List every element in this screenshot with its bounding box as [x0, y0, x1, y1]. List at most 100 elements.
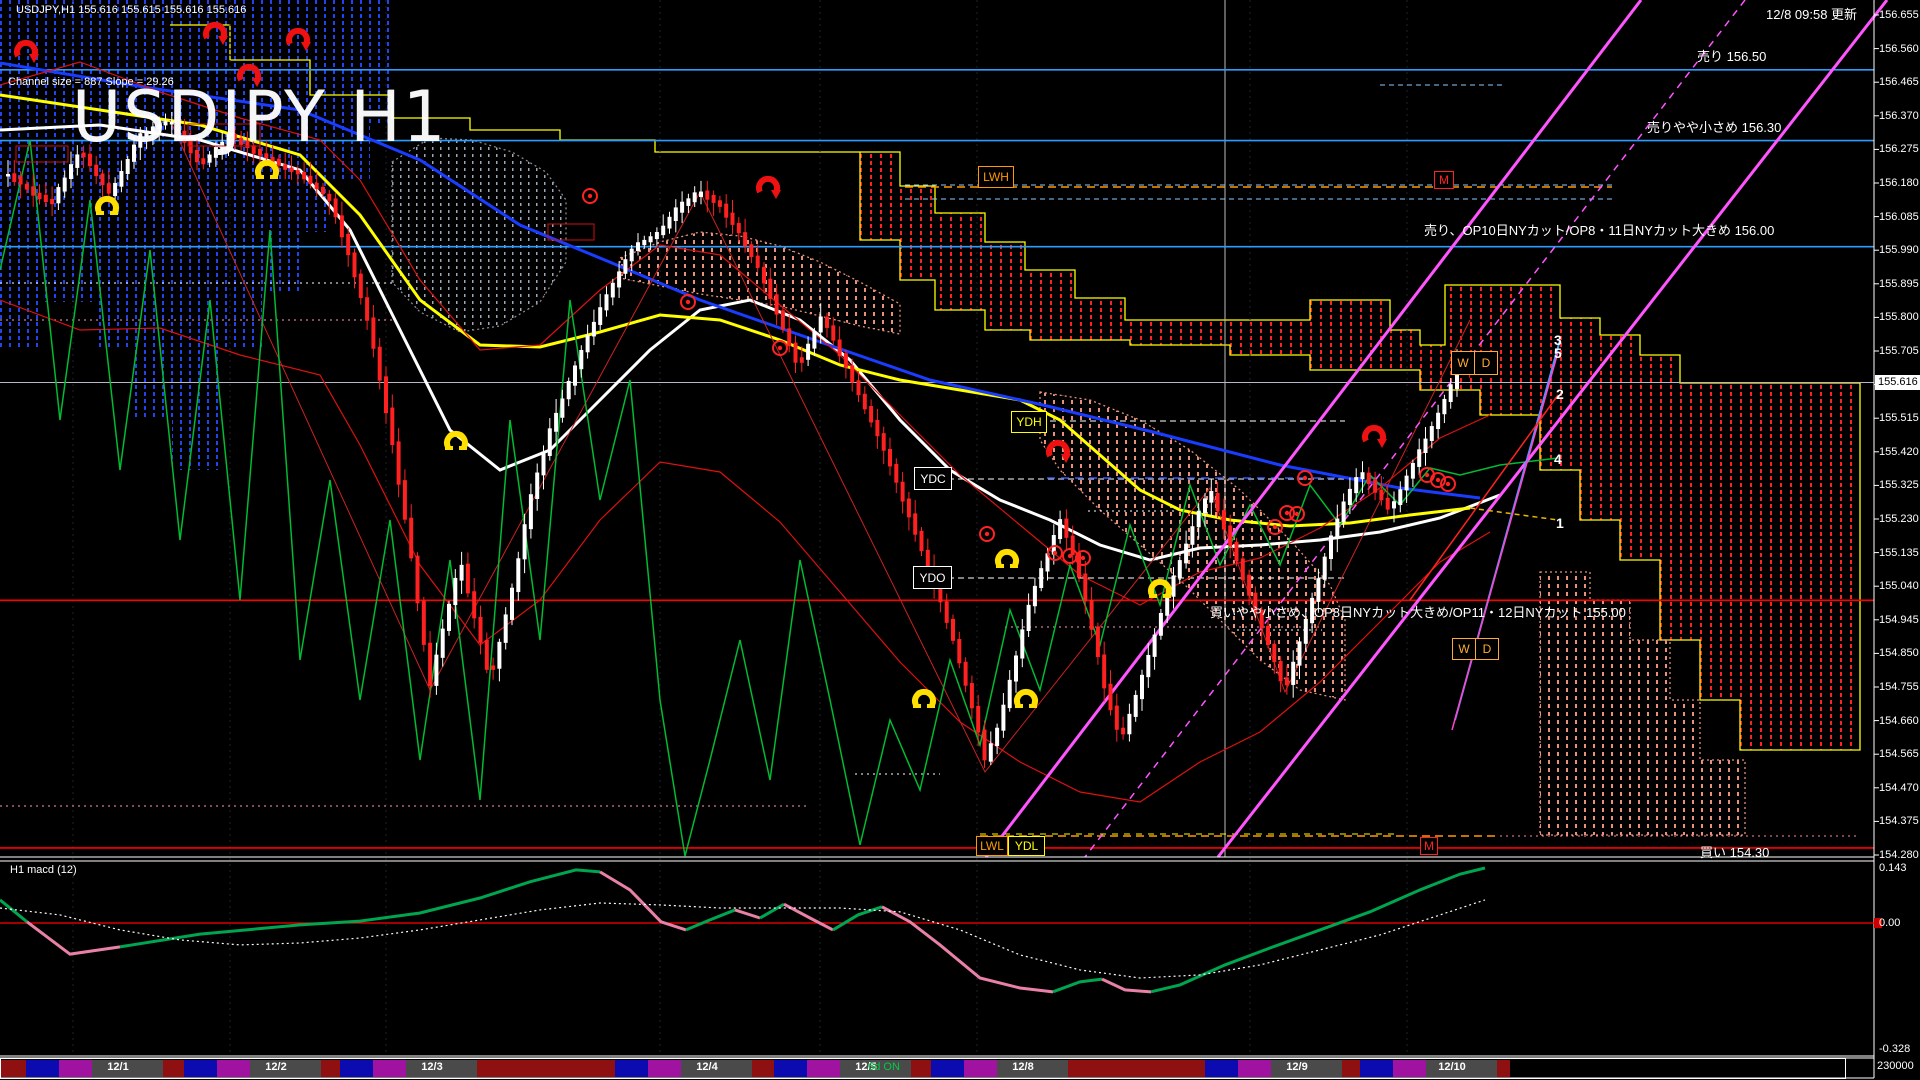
pattern-box: [15, 145, 69, 163]
date-label[interactable]: 12/9: [1286, 1061, 1308, 1073]
candle-body: [100, 173, 105, 186]
candle-body: [1366, 472, 1371, 485]
candle-body: [894, 463, 899, 483]
candle-body: [1133, 694, 1138, 717]
session-block: [184, 1060, 217, 1077]
candle-body: [1077, 552, 1081, 578]
candle-body: [510, 587, 514, 620]
chart-tag-lwh: LWH: [978, 166, 1014, 188]
candle-body: [339, 215, 344, 238]
session-block: [911, 1060, 931, 1077]
candle-body: [654, 232, 659, 240]
candle-body: [875, 419, 880, 437]
candle-body: [409, 517, 414, 559]
candle-body: [629, 248, 634, 262]
order-level-text: 売り 156.50: [1697, 49, 1767, 64]
candle-body: [497, 641, 502, 669]
candle-body: [1259, 609, 1264, 629]
candle-body: [837, 339, 842, 357]
date-label[interactable]: 12/2: [265, 1061, 287, 1073]
candle-body: [617, 271, 622, 288]
chart-tag-ydh: YDH: [1011, 411, 1047, 433]
candle-body: [1253, 592, 1258, 614]
candle-body: [1014, 655, 1018, 682]
candle-body: [1032, 585, 1037, 607]
session-block: [752, 1060, 774, 1077]
signal-dot-icon: [680, 294, 696, 310]
candle-body: [195, 149, 199, 163]
env-red-upper: [0, 61, 1491, 606]
signal-dot-icon: [1289, 506, 1305, 522]
candle-body: [213, 147, 218, 158]
candle-body: [591, 321, 596, 337]
candle-body: [995, 727, 1000, 747]
macd-indicator-label: H1 macd (12): [10, 864, 77, 876]
kumo-salmon-a: [619, 231, 901, 335]
candle-body: [258, 148, 262, 156]
candle-body: [157, 124, 162, 130]
sell-signal-icon: [1046, 439, 1071, 463]
candle-body: [799, 357, 804, 363]
candle-body: [56, 187, 61, 204]
candle-body: [604, 294, 609, 311]
candle-body: [1297, 641, 1302, 666]
candle-body: [1341, 501, 1346, 523]
candle-body: [283, 164, 288, 170]
candle-body: [711, 194, 716, 203]
candle-body: [1266, 625, 1270, 646]
candle-body: [755, 255, 760, 268]
candle-body: [686, 198, 691, 206]
date-label[interactable]: 12/10: [1438, 1061, 1466, 1073]
candle-body: [1190, 526, 1195, 545]
session-block: [59, 1060, 92, 1077]
candle-body: [1360, 472, 1365, 480]
candle-body: [1228, 525, 1233, 547]
session-block: [1393, 1060, 1426, 1077]
fan-label-5: 5: [1554, 345, 1562, 361]
candle-body: [119, 170, 124, 187]
candle-body: [37, 192, 42, 200]
candle-body: [673, 207, 678, 222]
candle-body: [938, 583, 943, 603]
candle-body: [642, 239, 647, 246]
sell-signal-icon: [286, 27, 311, 51]
candle-body: [1310, 597, 1315, 624]
candle-body: [1070, 535, 1075, 555]
candle-body: [1064, 518, 1069, 538]
price-tick-label: 156.275: [1879, 143, 1919, 156]
candle-body: [610, 282, 615, 298]
current-price-tag: 155.616: [1875, 375, 1920, 390]
candle-body: [749, 244, 754, 258]
buy-signal-icon: [255, 159, 279, 179]
candle-body: [1379, 489, 1384, 501]
fan-label-4: 4: [1554, 451, 1562, 467]
macd-line: [734, 908, 761, 920]
date-label[interactable]: 12/1: [107, 1061, 129, 1073]
env-red-lower: [0, 299, 1491, 803]
date-label[interactable]: 12/3: [421, 1061, 443, 1073]
candle-body: [207, 154, 212, 163]
candle-body: [598, 307, 603, 325]
symbol-info: USDJPY,H1 155.616 155.615 155.616 155.61…: [16, 4, 247, 16]
candle-body: [484, 640, 489, 670]
candle-body: [365, 297, 370, 321]
sell-signal-icon: [237, 63, 262, 87]
candle-body: [12, 173, 17, 182]
date-label[interactable]: 12/4: [696, 1061, 718, 1073]
sell-signal-icon: [1362, 424, 1387, 448]
candle-body: [182, 130, 187, 143]
order-level-text: 買いやや小さめ、OP8日NYカット大きめ/OP11・12日NYカット 155.0…: [1210, 605, 1626, 620]
candle-body: [50, 198, 55, 205]
macd-line: [1101, 977, 1152, 994]
signal-dot-icon: [1267, 519, 1283, 535]
macd-zero-marker: [1874, 918, 1882, 928]
order-level-text: 売りやや小さめ 156.30: [1647, 120, 1782, 135]
date-label[interactable]: 12/8: [1012, 1061, 1034, 1073]
candle-body: [132, 144, 136, 162]
date-label[interactable]: 12/5: [855, 1061, 877, 1073]
candle-body: [472, 591, 477, 619]
candle-body: [346, 233, 351, 256]
candle-body: [1196, 510, 1201, 528]
buy-signal-icon: [912, 688, 936, 708]
